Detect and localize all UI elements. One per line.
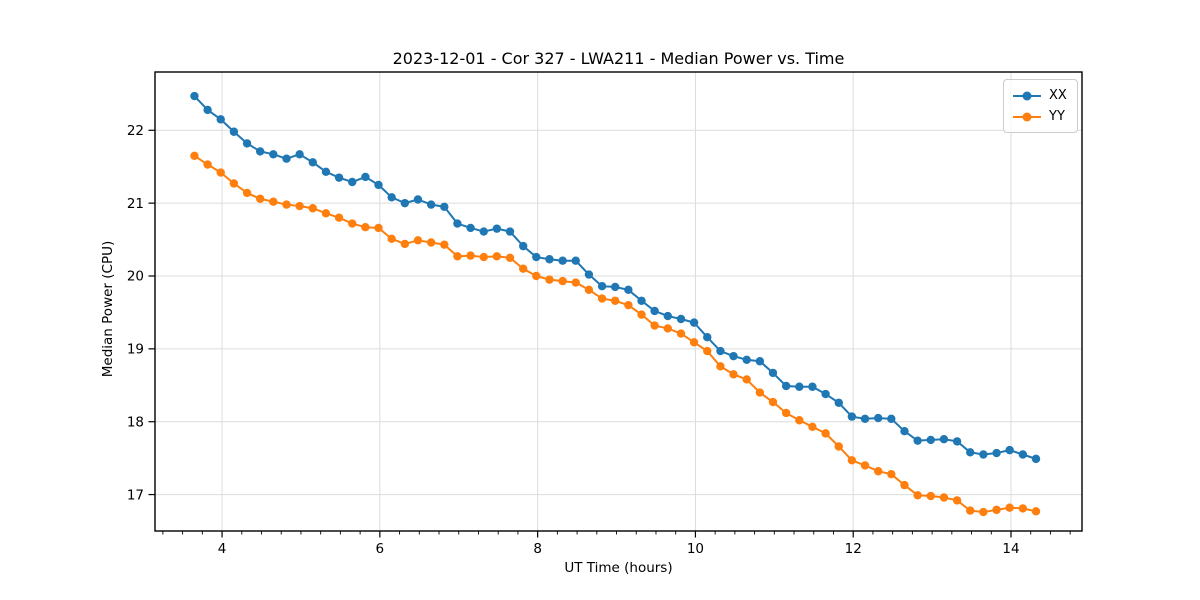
y-tick-label: 21	[127, 196, 144, 212]
series-yy-line	[193, 154, 1038, 514]
legend-label-xx: XX	[1049, 88, 1067, 103]
x-axis-label: UT Time (hours)	[564, 560, 673, 576]
legend-item-yy: YY	[1012, 106, 1067, 127]
y-axis-ticks: 17 18 19 20 21 22	[127, 123, 155, 503]
y-tick-label: 18	[127, 414, 144, 430]
x-axis-minor-ticks	[162, 531, 1071, 535]
series-xx-markers	[190, 91, 1041, 464]
y-axis-label: Median Power (CPU)	[100, 240, 116, 378]
y-tick-label: 22	[127, 123, 144, 139]
x-axis-ticks: 4 6 8 10 12 14	[218, 531, 1020, 557]
x-tick-label: 14	[1002, 541, 1019, 557]
x-tick-label: 4	[218, 541, 227, 557]
x-tick-label: 12	[845, 541, 862, 557]
legend-label-yy: YY	[1049, 109, 1065, 124]
x-tick-label: 8	[533, 541, 542, 557]
chart-title: 2023-12-01 - Cor 327 - LWA211 - Median P…	[392, 49, 845, 68]
x-tick-label: 6	[376, 541, 385, 557]
y-tick-label: 19	[127, 342, 144, 358]
y-tick-label: 20	[127, 269, 144, 285]
series-xx-line	[193, 95, 1038, 460]
legend-item-xx: XX	[1012, 85, 1067, 106]
gridlines	[155, 72, 1082, 531]
legend: XX YY	[1003, 79, 1078, 133]
series-yy-markers	[190, 151, 1041, 517]
series-yy-swatch-icon	[1013, 112, 1041, 121]
x-tick-label: 10	[687, 541, 704, 557]
y-tick-label: 17	[127, 487, 144, 503]
series-xx-swatch-icon	[1013, 91, 1041, 100]
plot-frame	[154, 71, 1083, 532]
